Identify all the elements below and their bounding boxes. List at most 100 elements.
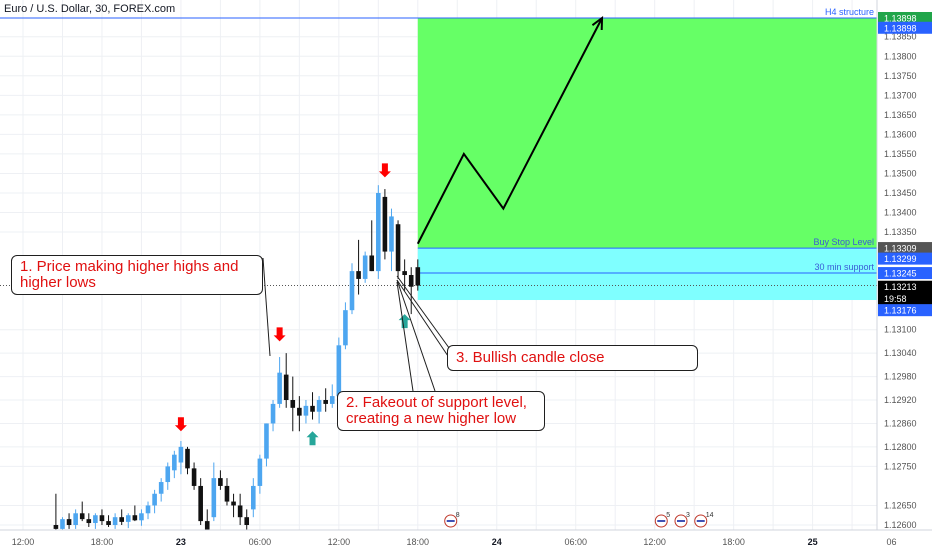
candle (119, 509, 124, 525)
candle (362, 251, 368, 283)
candle (415, 259, 421, 291)
time-tick-label: 18:00 (91, 537, 114, 547)
candle-body (257, 458, 263, 486)
candle-body (362, 255, 368, 279)
event-flag-icon: 8 (444, 512, 460, 528)
candle (290, 376, 296, 432)
candle-body (145, 505, 151, 514)
candle (231, 493, 236, 518)
candle (356, 239, 361, 295)
candle-body (277, 372, 282, 404)
candle-body (158, 482, 164, 494)
chart-title: Euro / U.S. Dollar, 30, FOREX.com (4, 3, 176, 15)
candle-body (316, 400, 322, 412)
event-flag-icon: 3 (674, 512, 690, 528)
candle (402, 259, 407, 291)
candle (343, 302, 348, 350)
price-badge-label: 1.13898 (884, 14, 917, 24)
candle (316, 396, 322, 424)
candle-body (323, 400, 328, 404)
time-tick-label: 23 (176, 537, 186, 547)
price-tick-label: 1.13450 (884, 188, 917, 198)
candle-body (172, 454, 177, 471)
candle (251, 478, 256, 518)
down-arrow-icon (273, 327, 286, 342)
time-tick-label: 18:00 (722, 537, 745, 547)
price-tick-label: 1.13650 (884, 110, 917, 120)
price-tick-label: 1.13750 (884, 71, 917, 81)
time-tick-label: 06 (887, 537, 897, 547)
annotation-fakeout: 2. Fakeout of support level, creating a … (337, 391, 545, 431)
price-tick-label: 1.13040 (884, 348, 917, 358)
candle-body (73, 513, 78, 525)
candle-body (218, 478, 223, 486)
candle (158, 478, 164, 502)
candle-body (329, 396, 335, 404)
candle-body (237, 505, 243, 518)
candle-body (211, 478, 217, 518)
time-tick-label: 12:00 (643, 537, 666, 547)
candle-body (389, 216, 394, 252)
candles (53, 185, 421, 541)
candle-body (204, 521, 210, 533)
candle-body (349, 271, 355, 311)
price-badge (878, 242, 932, 255)
price-level-label: Buy Stop Level (813, 237, 874, 247)
price-badge-label: 1.13245 (884, 269, 917, 279)
candle-body (343, 310, 348, 346)
annotation-line: creating a new higher low (346, 410, 517, 427)
annotation-pointer (262, 257, 271, 357)
candle (99, 509, 105, 525)
candle-body (376, 192, 381, 272)
time-tick-label: 12:00 (12, 537, 35, 547)
candle (244, 509, 250, 533)
price-tick-label: 1.13800 (884, 51, 917, 61)
candle (310, 392, 315, 420)
candle-body (112, 517, 118, 525)
candle (132, 505, 138, 522)
annotation-higher-highs: 1. Price making higher highs and higher … (11, 255, 263, 295)
candle-body (369, 255, 375, 272)
candle-body (99, 515, 105, 522)
event-flag-icon: 5 (654, 512, 670, 528)
candle (349, 263, 355, 315)
candle-body (106, 521, 111, 525)
price-badge (878, 304, 932, 317)
candle-body (198, 485, 203, 522)
price-tick-label: 1.12650 (884, 500, 917, 510)
candle (237, 493, 243, 525)
time-tick-label: 25 (808, 537, 818, 547)
price-level-label: H4 structure (825, 7, 874, 17)
candle (224, 478, 230, 506)
price-tick-label: 1.12980 (884, 372, 917, 382)
candle (336, 337, 342, 401)
candle (277, 357, 282, 408)
candle (79, 501, 85, 522)
candle-body (415, 267, 421, 286)
candle (389, 208, 394, 272)
annotation-pointer (396, 275, 453, 353)
candle-body (139, 513, 144, 521)
price-badge (878, 12, 932, 24)
candle (283, 353, 289, 408)
candle (93, 513, 98, 529)
price-tick-label: 1.12800 (884, 442, 917, 452)
price-tick-label: 1.13400 (884, 208, 917, 218)
candle-body (191, 468, 197, 486)
price-badge (878, 267, 932, 280)
annotation-pointer (396, 279, 453, 363)
candle-body (132, 515, 138, 521)
candle (165, 462, 171, 490)
candle-body (395, 224, 401, 272)
candle (369, 220, 375, 272)
candle-body (60, 519, 65, 529)
candle-body (152, 493, 157, 506)
price-badge-label: 1.13898 (884, 23, 917, 33)
down-arrow-icon (378, 163, 391, 178)
price-badge (878, 292, 932, 305)
candle-body (270, 403, 276, 424)
stop-zone (417, 248, 877, 301)
candle-body (290, 400, 296, 408)
